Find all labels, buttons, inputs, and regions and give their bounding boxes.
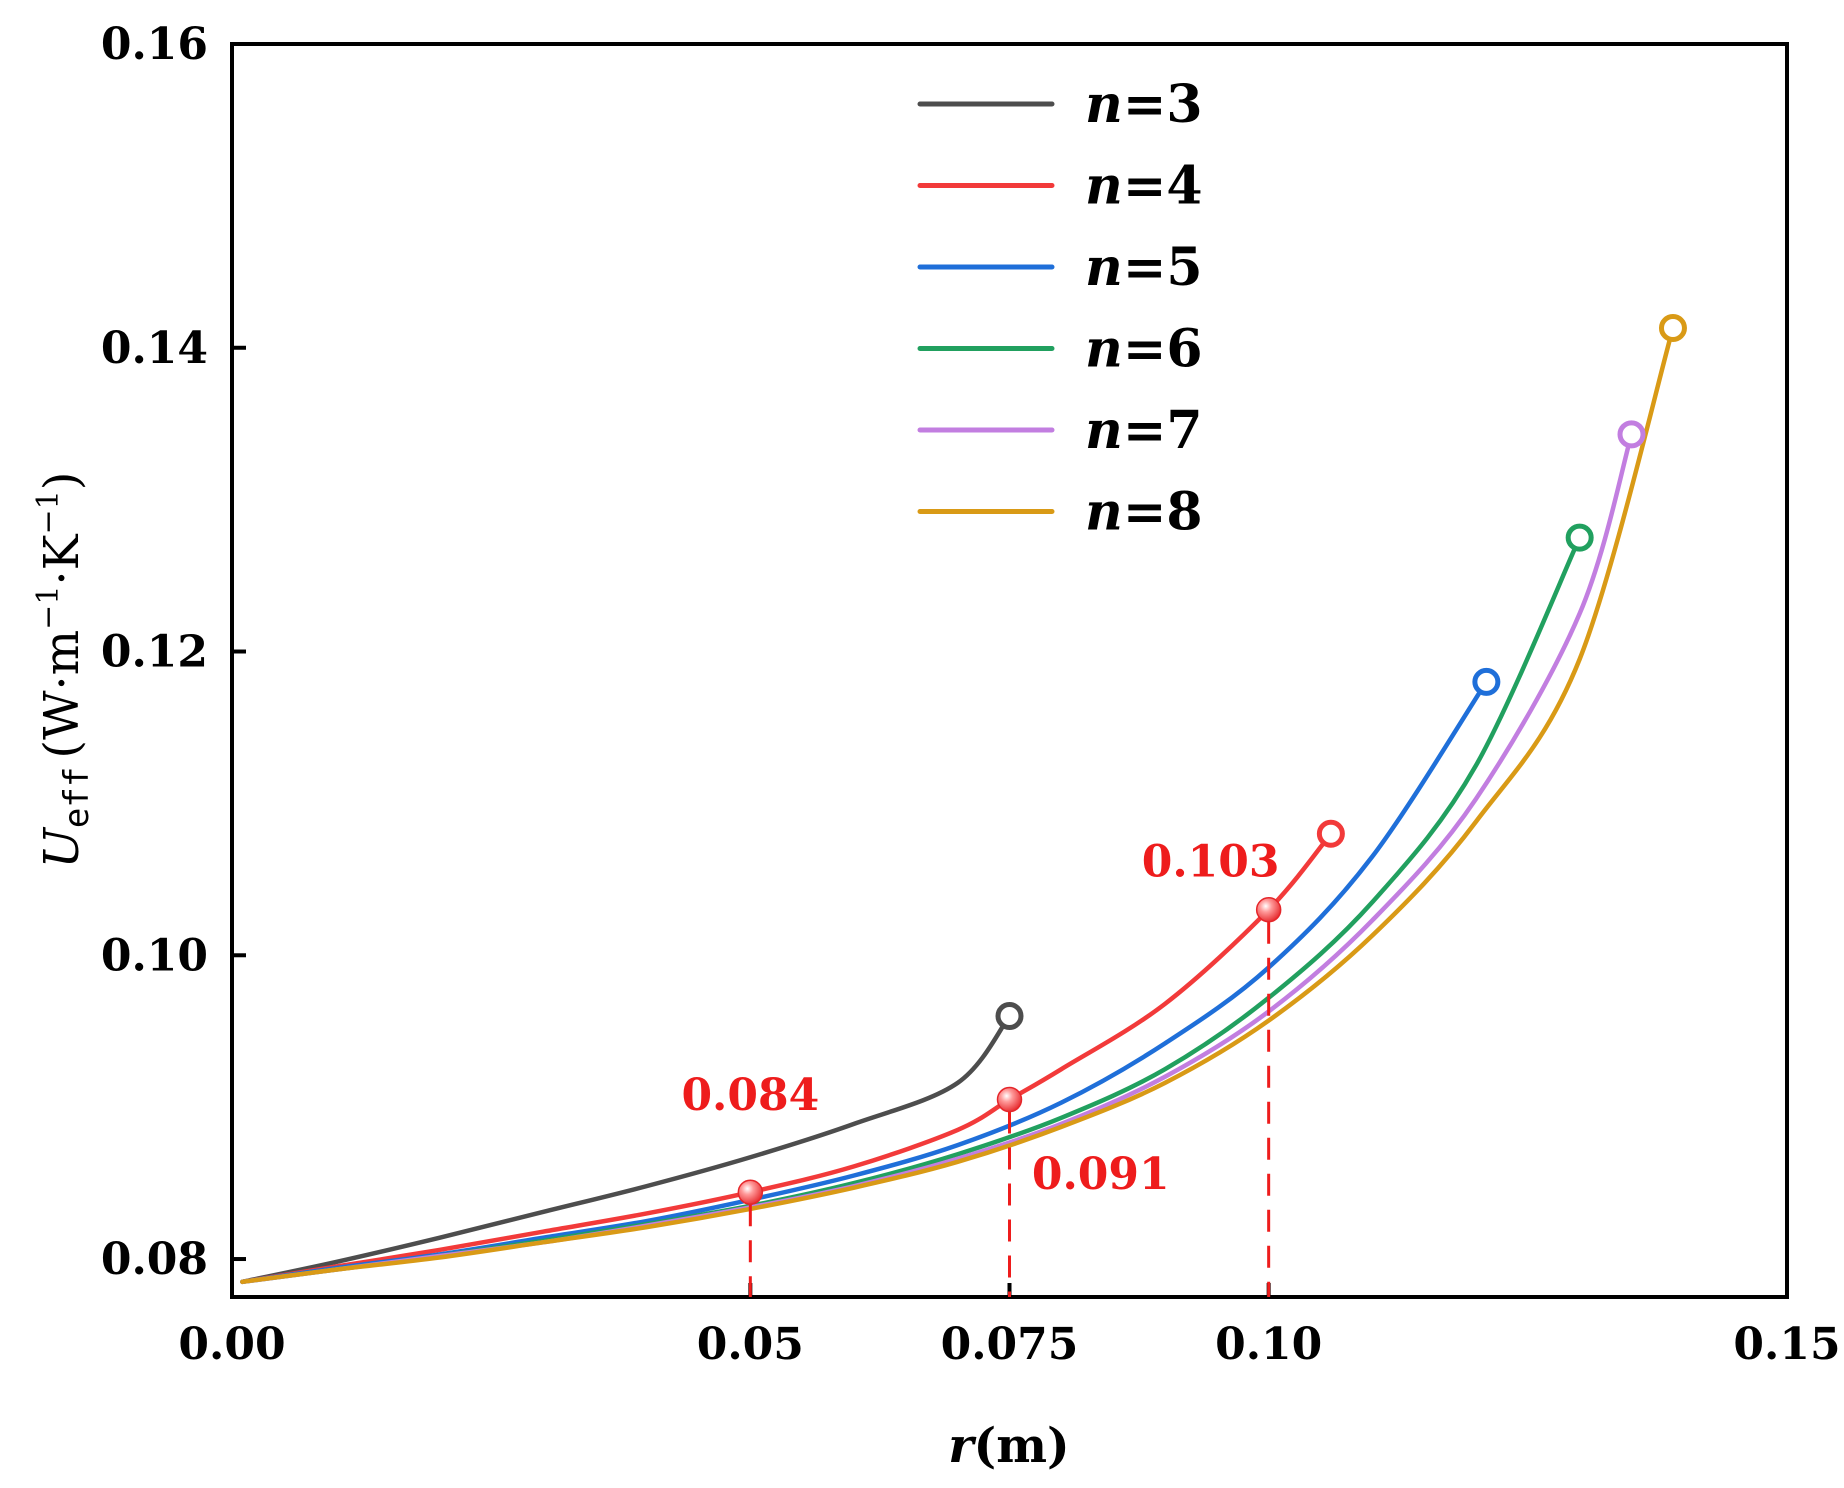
annotation-label: 0.091 [1032, 1149, 1170, 1200]
guide-lines [748, 921, 1271, 1297]
y-tick-label: 0.08 [101, 1234, 208, 1285]
annotation-label: 0.103 [1142, 836, 1280, 887]
legend-value: =4 [1123, 156, 1203, 217]
series-line-n=4 [240, 831, 1334, 1285]
legend-label-n=8: n=8 [1085, 482, 1203, 543]
legend-label-n=3: n=3 [1085, 74, 1203, 135]
axis-ticks: 0.00 0.05 0.075 0.10 0.15 0.08 0.10 0.12 0.14 0.1… [101, 19, 1841, 1370]
x-axis-title: r(m) [948, 1418, 1070, 1474]
series-layer [240, 325, 1676, 1285]
legend-var: n [1085, 237, 1123, 298]
highlight-points: 0.084 0.091 0.103 [681, 836, 1282, 1205]
legend-value: =5 [1123, 237, 1203, 298]
series-line-n=3 [240, 1013, 1012, 1285]
y-tick-label: 0.10 [101, 930, 208, 981]
end-marker-n=5 [1472, 667, 1501, 696]
end-marker-n=7 [1617, 420, 1646, 449]
y-axis-unit-exp2: −1 [31, 490, 66, 534]
end-marker-n=8 [1658, 314, 1687, 343]
legend-value: =3 [1123, 74, 1203, 135]
y-tick-label: 0.16 [101, 19, 208, 70]
end-markers [995, 314, 1687, 1031]
y-tick-label: 0.14 [101, 323, 208, 374]
x-tick-label: 0.00 [178, 1319, 285, 1370]
x-axis-unit: (m) [974, 1418, 1070, 1474]
x-tick-label: 0.10 [1215, 1319, 1322, 1370]
highlight-point-0.084 [737, 1179, 764, 1205]
legend-var: n [1085, 156, 1123, 217]
end-marker-n=3 [995, 1002, 1024, 1031]
legend-label-n=4: n=4 [1085, 156, 1203, 217]
series-line-n=8 [240, 325, 1676, 1285]
x-tick-label: 0.05 [697, 1319, 804, 1370]
y-axis-title: Ueff(W·m−1·K−1) [31, 471, 97, 868]
highlight-point-0.103 [1255, 896, 1282, 923]
y-tick-label: 0.12 [101, 627, 208, 678]
y-axis-sub: eff [57, 767, 97, 828]
x-tick-label: 0.075 [941, 1319, 1079, 1370]
y-axis-unit-mid: ·K [34, 533, 90, 585]
y-axis-unit-close: ) [34, 471, 90, 490]
highlight-point-0.091 [996, 1086, 1023, 1113]
legend-var: n [1085, 319, 1123, 380]
y-axis-var: U [34, 827, 90, 869]
y-axis-unit-main: (W·m [34, 630, 90, 759]
legend-label-n=7: n=7 [1085, 400, 1203, 461]
legend-value: =8 [1123, 482, 1203, 543]
x-axis-var: r [948, 1418, 977, 1474]
legend-label-n=5: n=5 [1085, 237, 1203, 298]
end-marker-n=6 [1565, 523, 1594, 552]
legend-value: =7 [1123, 400, 1203, 461]
legend-label-n=6: n=6 [1085, 319, 1203, 380]
y-axis-unit-exp1: −1 [31, 586, 66, 630]
legend-var: n [1085, 74, 1123, 135]
legend-value: =6 [1123, 319, 1203, 380]
end-marker-n=4 [1316, 819, 1345, 848]
legend-var: n [1085, 482, 1123, 543]
legend-var: n [1085, 400, 1123, 461]
annotation-label: 0.084 [681, 1070, 819, 1121]
legend: n=3n=4n=5n=6n=7n=8 [917, 74, 1203, 543]
x-tick-label: 0.15 [1733, 1319, 1840, 1370]
